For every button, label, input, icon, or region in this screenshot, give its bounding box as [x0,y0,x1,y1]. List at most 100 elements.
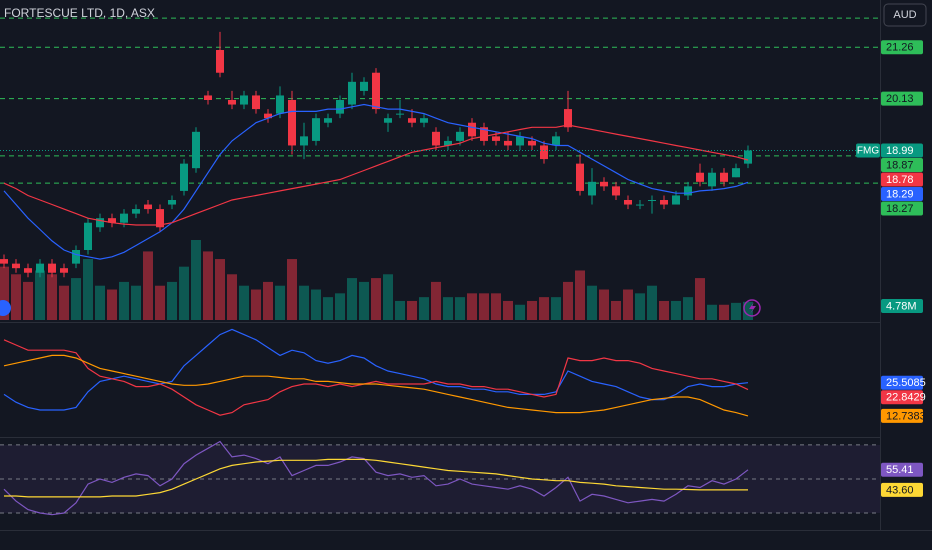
volume-bar [455,297,465,320]
candle-body [696,172,704,182]
candle-body [336,100,344,114]
candle-body [360,81,368,91]
candle-body [372,72,380,110]
candle-body [468,122,476,137]
candle-body [384,118,392,123]
dividend-icon[interactable] [0,300,11,316]
events-icon[interactable] [743,299,761,317]
candle-body [132,209,140,214]
volume-bar [623,289,633,320]
volume-bar [395,300,405,320]
volume-bar [95,285,105,320]
price-badge-label: 18.29 [886,188,914,200]
volume-bar [131,285,141,320]
candle-body [444,140,452,146]
volume-bar [443,297,453,320]
candle-body [564,109,572,128]
volume-bar [599,289,609,320]
candle-body [300,136,308,146]
price-badge [881,91,923,106]
price-badge [881,408,923,423]
volume-bar [83,259,93,320]
volume-bar [527,300,537,320]
volume-bar [431,281,441,320]
candle-body [120,213,128,223]
candle-body [84,222,92,250]
volume-bar [635,293,645,320]
volume-bar [671,300,681,320]
volume-bar [659,300,669,320]
volume-bar [467,293,477,320]
candle-body [72,250,80,264]
candle-body [636,204,644,206]
volume-bar [215,259,225,320]
volume-bar [119,281,129,320]
indicator-line [3,328,749,411]
candle-body [732,168,740,178]
volume-bar [299,285,309,320]
candle-body [144,204,152,210]
price-badge-label: 55.41 [886,464,914,476]
price-badge [881,299,923,313]
candle-body [240,95,248,105]
currency-button[interactable] [883,3,927,27]
price-badge [881,172,923,187]
volume-bar [191,240,201,320]
candle-body [192,131,200,169]
price-badge-label: 21.26 [886,42,914,54]
volume-bar [371,278,381,320]
candle-body [708,172,716,187]
volume-bar [539,297,549,320]
candle-body [324,118,332,123]
candle-body [348,81,356,105]
candle-body [396,113,404,115]
price-badge-label: 43.60 [886,484,914,496]
volume-bar [71,278,81,320]
axis-layer: 4.78M 21.26 20.13 18.87 18.27 18.29 18.78 18.99… [856,40,926,497]
volume-bar [335,293,345,320]
candle-body [408,118,416,123]
price-badge-label: 18.27 [886,203,914,215]
candle-body [456,131,464,141]
indicator-line [3,339,749,416]
symbol-label: FMG [857,146,879,157]
candle-body [276,95,284,114]
candle-body [720,172,728,182]
candle-body [492,136,500,141]
volume-bar [383,274,393,320]
volume-bar [59,285,69,320]
price-badge [881,186,923,201]
price-badge-label: 18.87 [886,159,914,171]
volume-bar [263,281,273,320]
candle-body [504,140,512,146]
candle-body [168,200,176,205]
candle-body [60,268,68,273]
volume-bar [491,293,501,320]
marks-layer [0,17,880,516]
price-badge-label: 4.78M [886,300,917,312]
candle-body [600,181,608,187]
volume-bar [719,304,729,320]
candle-body [516,136,524,146]
volume-bar [551,297,561,320]
volume-bar [47,274,57,320]
price-badge [881,201,923,216]
volume-bar [611,300,621,320]
candle-body [216,50,224,73]
volume-bar [407,300,417,320]
candle-body [228,100,236,105]
candle-body [588,181,596,196]
volume-bar [143,251,153,320]
volume-bar [227,274,237,320]
volume-bar [479,293,489,320]
volume-bar [35,270,45,320]
candle-body [648,200,656,201]
candle-body [528,140,536,146]
candle-body [12,263,20,269]
volume-bar [107,289,117,320]
candle-body [180,163,188,191]
volume-bar [155,285,165,320]
